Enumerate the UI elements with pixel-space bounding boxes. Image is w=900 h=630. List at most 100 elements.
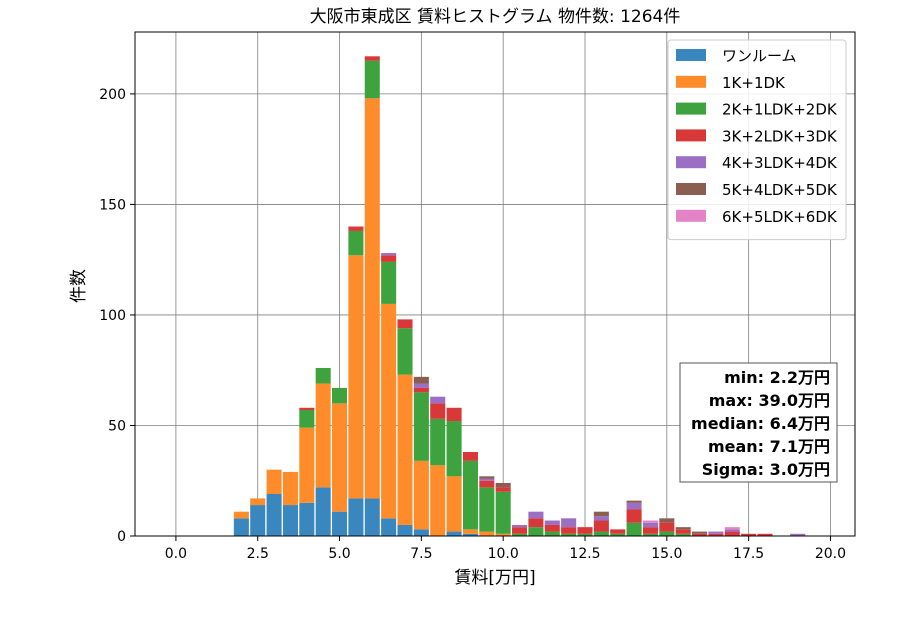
bar-segment xyxy=(299,407,315,410)
bar-segment xyxy=(332,403,348,512)
stats-line: min: 2.2万円 xyxy=(724,368,830,387)
bar-segment xyxy=(528,527,544,536)
bar-segment xyxy=(642,533,658,536)
legend-swatch xyxy=(676,102,706,115)
bar-segment xyxy=(282,505,298,536)
legend-swatch xyxy=(676,183,706,195)
bar-segment xyxy=(642,522,658,528)
bar-segment xyxy=(315,487,331,536)
x-tick-label: 17.5 xyxy=(733,546,764,562)
legend-label: ワンルーム xyxy=(722,47,797,65)
bar-segment xyxy=(692,533,708,536)
bar-segment xyxy=(610,533,626,536)
x-tick-label: 10.0 xyxy=(488,546,519,562)
bar-segment xyxy=(364,56,380,61)
bar-segment xyxy=(757,533,773,536)
bar-segment xyxy=(593,531,609,536)
x-tick-label: 2.5 xyxy=(247,546,269,562)
x-tick-label: 15.0 xyxy=(651,546,682,562)
bar-segment xyxy=(708,533,724,536)
bar-segment xyxy=(593,516,609,521)
bar-segment xyxy=(495,491,511,534)
bar-segment xyxy=(659,522,675,532)
x-tick-label: 7.5 xyxy=(410,546,432,562)
bar-segment xyxy=(741,533,757,536)
x-tick-label: 5.0 xyxy=(328,546,350,562)
y-tick-label: 100 xyxy=(99,308,126,324)
bar-segment xyxy=(610,529,626,534)
chart-title: 大阪市東成区 賃料ヒストグラム 物件数: 1264件 xyxy=(310,7,681,27)
bar-segment xyxy=(348,226,364,231)
bar-segment xyxy=(544,531,560,536)
bar-segment xyxy=(561,518,577,528)
bar-segment xyxy=(266,469,282,494)
y-axis-title: 件数 xyxy=(69,269,89,303)
bar-segment xyxy=(626,500,642,503)
bar-segment xyxy=(381,253,397,256)
bar-segment xyxy=(462,529,478,534)
bar-segment xyxy=(593,511,609,517)
bar-segment xyxy=(512,533,528,536)
legend: ワンルーム 1K+1DK 2K+1LDK+2DK 3K+2LDK+3DK 4K+3LDK… xyxy=(667,39,847,241)
bar-segment xyxy=(381,255,397,262)
bar-segment xyxy=(593,520,609,532)
y-tick-label: 50 xyxy=(108,418,126,434)
bar-segment xyxy=(397,374,413,525)
bar-segment xyxy=(233,511,249,519)
bar-segment xyxy=(233,518,249,536)
stats-line: max: 39.0万円 xyxy=(709,391,830,410)
bar-segment xyxy=(348,498,364,536)
bar-segment xyxy=(479,531,495,536)
bar-segment xyxy=(397,328,413,375)
bar-segment xyxy=(299,502,315,536)
legend-label: 2K+1LDK+2DK xyxy=(722,101,838,119)
bar-segment xyxy=(675,527,691,530)
bar-segment xyxy=(397,319,413,329)
bar-segment xyxy=(413,529,429,536)
legend-swatch xyxy=(676,49,706,61)
bar-segment xyxy=(348,255,364,499)
bar-segment xyxy=(528,511,544,519)
bar-segment xyxy=(692,531,708,534)
bar-segment xyxy=(642,527,658,534)
bar-segment xyxy=(724,527,740,530)
bar-segment xyxy=(299,410,315,428)
bar-segment xyxy=(397,524,413,536)
bar-segment xyxy=(479,478,495,481)
bar-segment xyxy=(250,505,266,536)
bar-segment xyxy=(266,494,282,536)
bar-segment xyxy=(430,465,446,536)
bar-segment xyxy=(512,527,528,534)
bar-segment xyxy=(364,98,380,499)
bar-segment xyxy=(446,476,462,532)
bars xyxy=(233,56,806,536)
x-tick-label: 0.0 xyxy=(165,546,187,562)
bar-segment xyxy=(381,518,397,536)
bar-segment xyxy=(413,387,429,393)
bar-segment xyxy=(430,418,446,466)
y-tick-label: 150 xyxy=(99,197,126,213)
bar-segment xyxy=(381,303,397,519)
bar-segment xyxy=(381,261,397,304)
stats-box: min: 2.2万円 max: 39.0万円 median: 6.4万円 mean: … xyxy=(679,362,838,483)
legend-label: 4K+3LDK+4DK xyxy=(722,154,838,172)
bar-segment xyxy=(430,403,446,419)
bar-segment xyxy=(413,460,429,530)
legend-label: 5K+4LDK+5DK xyxy=(722,181,838,199)
bar-segment xyxy=(577,527,593,534)
bar-segment xyxy=(250,498,266,506)
bar-segment xyxy=(479,480,495,488)
bar-segment xyxy=(446,531,462,536)
bar-segment xyxy=(642,520,658,523)
bar-segment xyxy=(413,392,429,461)
bar-segment xyxy=(561,533,577,536)
bar-segment xyxy=(659,531,675,536)
y-tick-label: 200 xyxy=(99,87,126,103)
bar-segment xyxy=(724,529,740,532)
stats-line: Sigma: 3.0万円 xyxy=(702,460,830,479)
bar-segment xyxy=(626,509,642,523)
bar-segment xyxy=(544,520,560,525)
bar-segment xyxy=(626,522,642,536)
bar-segment xyxy=(430,396,446,404)
bar-segment xyxy=(528,518,544,528)
